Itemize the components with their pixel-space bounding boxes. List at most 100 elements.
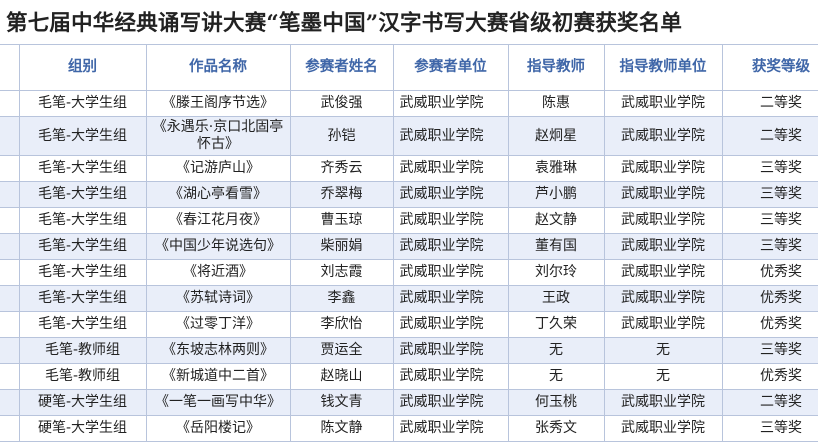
cell-teacher-unit: 武威职业学院: [603, 181, 723, 208]
header-teacher: 指导教师: [507, 44, 605, 91]
cell-award: 三等奖: [721, 207, 818, 234]
cell-group: 毛笔-大学生组: [18, 259, 147, 286]
index-cell: [0, 389, 20, 416]
cell-teacher-unit: 武威职业学院: [603, 233, 723, 260]
cell-award: 三等奖: [721, 233, 818, 260]
cell-teacher: 丁久荣: [507, 311, 605, 338]
cell-teacher: 张秀文: [507, 415, 605, 442]
cell-work: 《苏轼诗词》: [145, 285, 291, 312]
index-cell: [0, 90, 20, 117]
cell-unit: 武威职业学院: [392, 116, 509, 156]
cell-teacher: 芦小鹏: [507, 181, 605, 208]
table-row: 毛笔-大学生组 《湖心亭看雪》 乔翠梅 武威职业学院 芦小鹏 武威职业学院 三等奖: [0, 181, 818, 208]
cell-name: 孙铠: [289, 116, 394, 156]
cell-award: 二等奖: [721, 389, 818, 416]
cell-work: 《将近酒》: [145, 259, 291, 286]
index-cell: [0, 233, 20, 260]
table-row: 毛笔-大学生组 《记游庐山》 齐秀云 武威职业学院 袁雅琳 武威职业学院 三等奖: [0, 155, 818, 182]
table-row: 毛笔-大学生组 《春江花月夜》 曹玉琼 武威职业学院 赵文静 武威职业学院 三等奖: [0, 207, 818, 234]
cell-work: 《滕王阁序节选》: [145, 90, 291, 117]
cell-unit: 武威职业学院: [392, 259, 509, 286]
cell-teacher: 袁雅琳: [507, 155, 605, 182]
index-cell: [0, 181, 20, 208]
cell-unit: 武威职业学院: [392, 337, 509, 364]
cell-award: 二等奖: [721, 90, 818, 117]
cell-unit: 武威职业学院: [392, 389, 509, 416]
index-cell: [0, 337, 20, 364]
cell-name: 武俊强: [289, 90, 394, 117]
cell-teacher-unit: 武威职业学院: [603, 415, 723, 442]
cell-name: 钱文青: [289, 389, 394, 416]
table-row: 硬笔-大学生组 《一笔一画写中华》 钱文青 武威职业学院 何玉桃 武威职业学院 二等奖: [0, 389, 818, 416]
cell-unit: 武威职业学院: [392, 233, 509, 260]
cell-award: 二等奖: [721, 116, 818, 156]
cell-work: 《湖心亭看雪》: [145, 181, 291, 208]
cell-teacher: 王政: [507, 285, 605, 312]
cell-group: 毛笔-大学生组: [18, 207, 147, 234]
cell-teacher: 无: [507, 363, 605, 390]
cell-teacher-unit: 武威职业学院: [603, 155, 723, 182]
index-cell: [0, 415, 20, 442]
cell-award: 三等奖: [721, 155, 818, 182]
cell-award: 优秀奖: [721, 285, 818, 312]
cell-name: 陈文静: [289, 415, 394, 442]
cell-name: 齐秀云: [289, 155, 394, 182]
cell-unit: 武威职业学院: [392, 155, 509, 182]
table-header: 组别 作品名称 参赛者姓名 参赛者单位 指导教师 指导教师单位 获奖等级: [0, 44, 818, 91]
table-row: 毛笔-大学生组 《过零丁洋》 李欣怡 武威职业学院 丁久荣 武威职业学院 优秀奖: [0, 311, 818, 338]
cell-teacher: 何玉桃: [507, 389, 605, 416]
cell-teacher: 董有国: [507, 233, 605, 260]
cell-teacher-unit: 武威职业学院: [603, 90, 723, 117]
cell-group: 毛笔-大学生组: [18, 90, 147, 117]
page-title: 第七届中华经典诵写讲大赛“笔墨中国”汉字书写大赛省级初赛获奖名单: [6, 11, 683, 36]
header-group: 组别: [18, 44, 147, 91]
cell-unit: 武威职业学院: [392, 90, 509, 117]
index-cell: [0, 155, 20, 182]
cell-work: 《永遇乐·京口北固亭怀古》: [145, 116, 291, 156]
cell-work: 《东坡志林两则》: [145, 337, 291, 364]
cell-unit: 武威职业学院: [392, 415, 509, 442]
cell-teacher-unit: 武威职业学院: [603, 207, 723, 234]
cell-work: 《中国少年说选句》: [145, 233, 291, 260]
header-work: 作品名称: [145, 44, 291, 91]
table-row: 毛笔-大学生组 《中国少年说选句》 柴丽娟 武威职业学院 董有国 武威职业学院 三等奖: [0, 233, 818, 260]
header-teacher-unit: 指导教师单位: [603, 44, 723, 91]
cell-work: 《记游庐山》: [145, 155, 291, 182]
cell-teacher: 刘尔玲: [507, 259, 605, 286]
index-header: [0, 44, 20, 91]
cell-name: 赵晓山: [289, 363, 394, 390]
cell-name: 柴丽娟: [289, 233, 394, 260]
header-name: 参赛者姓名: [289, 44, 394, 91]
cell-group: 毛笔-大学生组: [18, 233, 147, 260]
cell-group: 毛笔-教师组: [18, 363, 147, 390]
index-cell: [0, 363, 20, 390]
cell-award: 优秀奖: [721, 311, 818, 338]
cell-unit: 武威职业学院: [392, 311, 509, 338]
index-cell: [0, 285, 20, 312]
header-unit: 参赛者单位: [392, 44, 509, 91]
cell-group: 毛笔-大学生组: [18, 116, 147, 156]
cell-teacher-unit: 武威职业学院: [603, 311, 723, 338]
cell-work: 《过零丁洋》: [145, 311, 291, 338]
index-cell: [0, 116, 20, 156]
index-cell: [0, 207, 20, 234]
cell-award: 优秀奖: [721, 363, 818, 390]
cell-teacher: 无: [507, 337, 605, 364]
cell-group: 毛笔-大学生组: [18, 285, 147, 312]
cell-group: 毛笔-教师组: [18, 337, 147, 364]
table-row: 毛笔-大学生组 《永遇乐·京口北固亭怀古》 孙铠 武威职业学院 赵炯星 武威职业学院 二等奖: [0, 116, 818, 156]
table-row: 毛笔-教师组 《新城道中二首》 赵晓山 武威职业学院无无优秀奖: [0, 363, 818, 390]
cell-work: 《新城道中二首》: [145, 363, 291, 390]
award-table: 组别 作品名称 参赛者姓名 参赛者单位 指导教师 指导教师单位 获奖等级 毛笔-…: [0, 44, 818, 442]
cell-name: 李鑫: [289, 285, 394, 312]
cell-unit: 武威职业学院: [392, 207, 509, 234]
cell-work: 《岳阳楼记》: [145, 415, 291, 442]
cell-group: 毛笔-大学生组: [18, 311, 147, 338]
index-cell: [0, 311, 20, 338]
table-row: 毛笔-大学生组 《将近酒》 刘志霞 武威职业学院 刘尔玲 武威职业学院 优秀奖: [0, 259, 818, 286]
cell-teacher: 陈惠: [507, 90, 605, 117]
cell-unit: 武威职业学院: [392, 285, 509, 312]
cell-group: 毛笔-大学生组: [18, 155, 147, 182]
cell-award: 优秀奖: [721, 259, 818, 286]
table-row: 硬笔-大学生组 《岳阳楼记》 陈文静 武威职业学院 张秀文 武威职业学院 三等奖: [0, 415, 818, 442]
